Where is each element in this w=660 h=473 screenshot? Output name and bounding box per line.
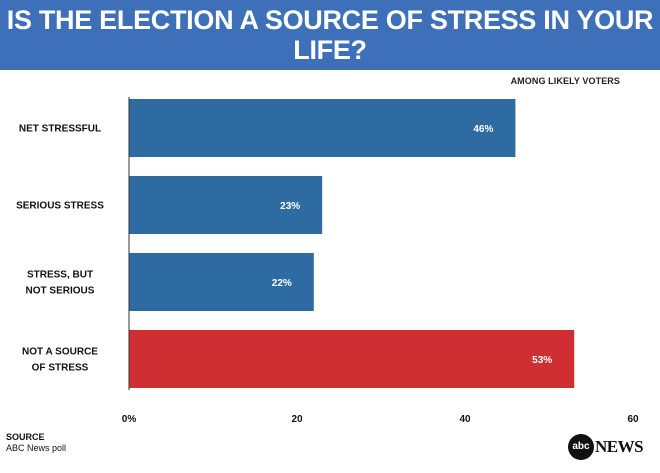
x-tick-label: 40: [459, 414, 471, 425]
bar-value-label: 53%: [532, 355, 552, 366]
category-label-line: NET STRESSFUL: [19, 124, 101, 135]
category-label: SERIOUS STRESS: [16, 201, 104, 212]
bar: [129, 99, 516, 157]
category-label-line: NOT A SOURCE: [22, 347, 98, 358]
category-label-line: SERIOUS STRESS: [16, 201, 104, 212]
source-label: SOURCE: [6, 432, 45, 442]
x-tick-label: 0%: [122, 414, 137, 425]
source-note: SOURCE ABC News poll: [6, 432, 66, 453]
category-label-line: STRESS, BUT: [27, 270, 93, 281]
chart-title: IS THE ELECTION A SOURCE OF STRESS IN YO…: [6, 5, 654, 65]
news-wordmark: NEWS: [595, 437, 644, 456]
bar: [129, 253, 314, 311]
x-tick-label: 60: [627, 414, 639, 425]
abc-news-logo: abc NEWS: [568, 434, 644, 462]
bar: [129, 330, 575, 388]
bar-value-label: 23%: [280, 201, 300, 212]
category-label-line: OF STRESS: [32, 363, 89, 374]
bar: [129, 176, 323, 234]
source-text: ABC News poll: [6, 443, 67, 453]
category-label: NET STRESSFUL: [19, 124, 101, 135]
category-label: STRESS, BUT NOT SERIOUS: [26, 270, 95, 297]
bar-value-label: 22%: [272, 278, 292, 289]
category-label-line: NOT SERIOUS: [26, 286, 95, 297]
category-label: NOT A SOURCE OF STRESS: [22, 347, 98, 374]
x-tick-label: 20: [291, 414, 303, 425]
bar-value-label: 46%: [473, 124, 493, 135]
chart-subtitle: AMONG LIKELY VOTERS: [510, 76, 620, 86]
title-bar: IS THE ELECTION A SOURCE OF STRESS IN YO…: [0, 0, 660, 70]
abc-logo-circle: abc: [568, 434, 594, 460]
